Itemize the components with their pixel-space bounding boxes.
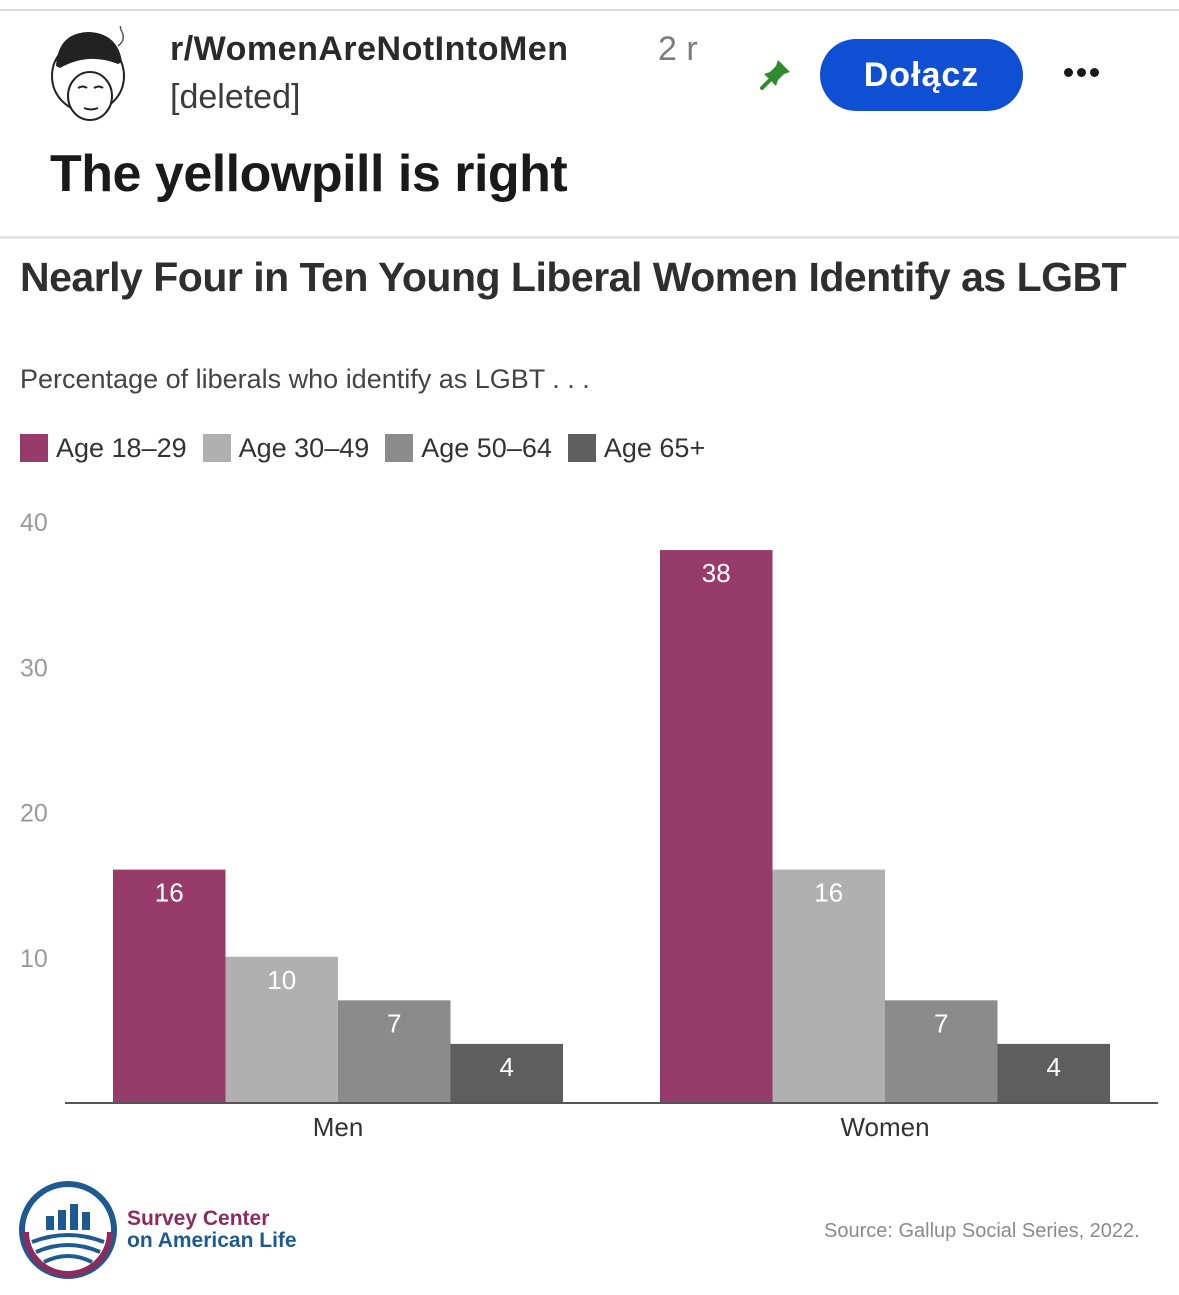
post-age: 2 r (658, 30, 698, 68)
bar (885, 1000, 998, 1102)
legend-item: Age 50–64 (385, 433, 552, 464)
bar (225, 956, 338, 1102)
bar-value-label: 38 (702, 558, 731, 588)
bar (113, 869, 226, 1102)
legend-item: Age 30–49 (202, 432, 370, 464)
post-author[interactable]: [deleted] (170, 78, 301, 116)
content-divider (0, 236, 1179, 239)
org-name-line1: Survey Center (127, 1207, 270, 1230)
bar-value-label: 16 (814, 878, 843, 908)
bar (772, 869, 885, 1102)
legend-label: Age 50–64 (421, 432, 552, 463)
bar (450, 1043, 563, 1102)
bar-value-label: 7 (387, 1008, 401, 1038)
legend-swatch (202, 434, 231, 462)
survey-center-logo-icon (19, 1181, 117, 1279)
pin-icon (760, 60, 790, 90)
x-category-label: Men (313, 1112, 364, 1142)
bar (660, 550, 773, 1102)
y-tick-label: 40 (20, 509, 48, 537)
legend-swatch (20, 434, 48, 462)
legend-label: Age 65+ (603, 432, 706, 463)
bar-value-label: 16 (155, 878, 184, 908)
join-button[interactable]: Dołącz (820, 39, 1023, 111)
legend-swatch (385, 434, 414, 462)
legend-label: Age 18–29 (56, 432, 187, 463)
post-title[interactable]: The yellowpill is right (50, 145, 568, 203)
legend-label: Age 30–49 (238, 432, 370, 463)
bar-chart: 10 20 30 40 16 10 7 4 Men 38 16 7 4 Women (20, 509, 1158, 1142)
top-divider (0, 9, 1179, 11)
legend-item: Age 65+ (567, 432, 706, 464)
y-tick-label: 20 (20, 800, 48, 828)
x-category-label: Women (840, 1112, 929, 1142)
legend-swatch (567, 434, 596, 462)
bar-value-label: 7 (934, 1008, 948, 1038)
more-options-icon[interactable] (1058, 62, 1106, 86)
chart-source: Source: Gallup Social Series, 2022. (824, 1220, 1140, 1242)
subreddit-name[interactable]: r/WomenAreNotIntoMen (170, 30, 569, 68)
y-tick-label: 30 (20, 654, 48, 682)
org-name-line2: on American Life (127, 1229, 297, 1252)
bar-value-label: 4 (500, 1052, 514, 1082)
bar-value-label: 4 (1047, 1052, 1061, 1082)
bar (338, 1000, 451, 1102)
chart-title: Nearly Four in Ten Young Liberal Women I… (20, 254, 1127, 300)
chart-legend: Age 18–29 Age 30–49 Age 50–64 Age 65+ (20, 432, 721, 464)
avatar[interactable] (48, 26, 134, 124)
legend-item: Age 18–29 (20, 433, 187, 464)
bar-value-label: 10 (267, 965, 296, 995)
org-name: Survey Center on American Life (127, 1208, 297, 1252)
y-tick-label: 10 (20, 945, 48, 973)
chart-subtitle: Percentage of liberals who identify as L… (20, 364, 590, 394)
bar (997, 1043, 1110, 1102)
